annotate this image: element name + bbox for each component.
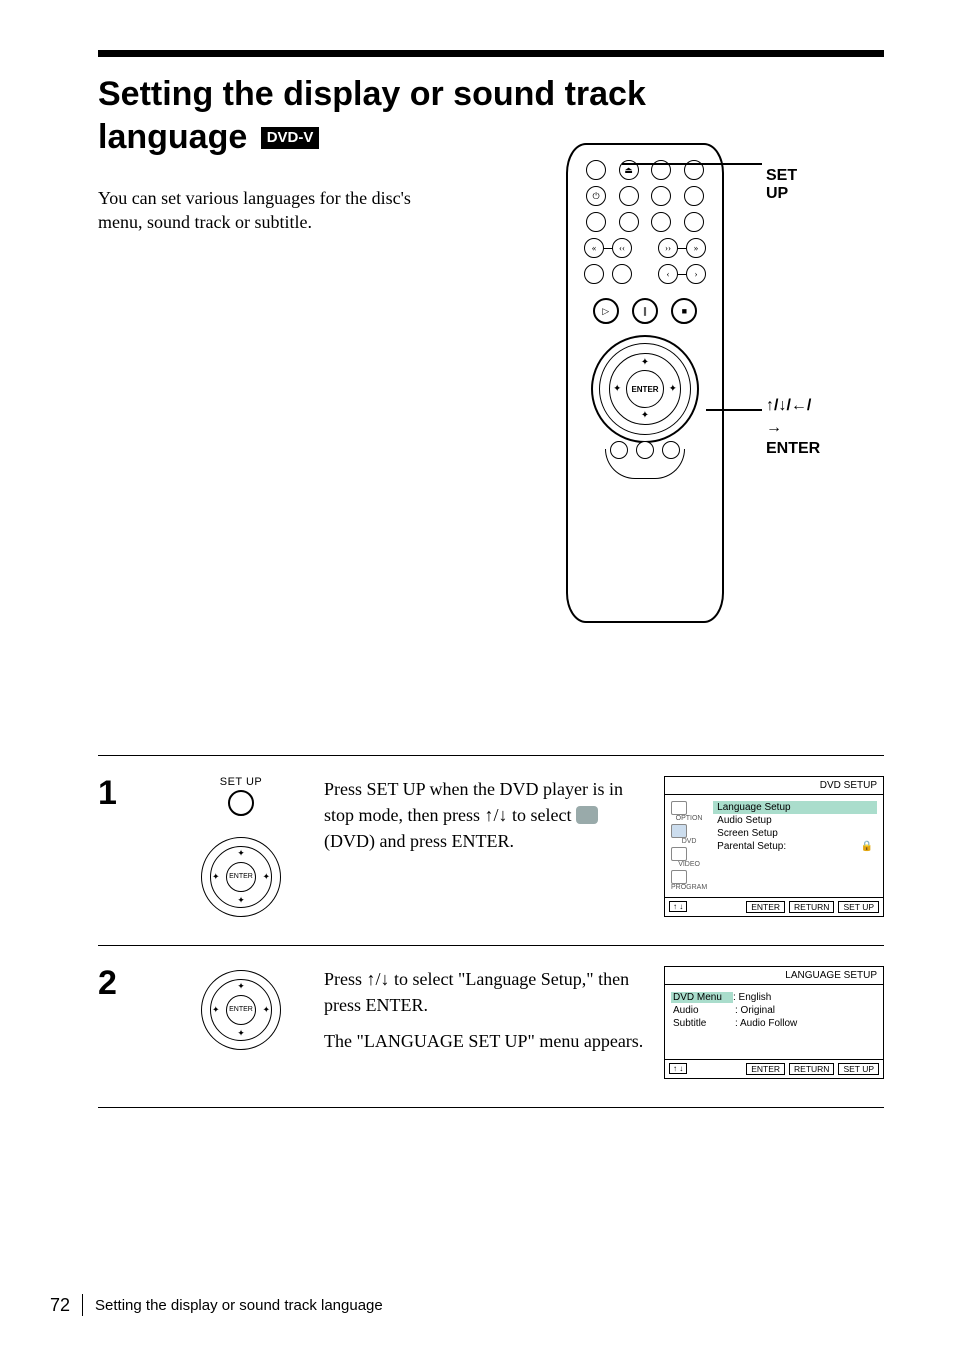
osd-row: DVD Menu: English — [671, 991, 877, 1004]
running-title: Setting the display or sound track langu… — [95, 1297, 383, 1314]
osd-item: Language Setup — [713, 801, 877, 814]
ffwd-icon: » — [686, 238, 706, 258]
remote-btn — [662, 441, 680, 459]
osd-title: LANGUAGE SETUP — [665, 967, 883, 985]
osd-tab-program-icon — [671, 870, 687, 884]
dpad-left-icon: ✦ — [212, 1004, 220, 1015]
dpad-left-icon: ✦ — [212, 871, 220, 882]
remote-btn — [636, 441, 654, 459]
step-fwd-icon: › — [686, 264, 706, 284]
lock-icon: 🔒 — [861, 841, 873, 852]
dpad-up-icon: ✦ — [237, 848, 245, 859]
dpad-up-icon: ✦ — [641, 357, 649, 368]
osd-return-btn: RETURN — [789, 1063, 834, 1075]
step-1: 1 SET UP ENTER ✦ ✦ ✦ ✦ Press SET UP when… — [98, 756, 884, 945]
setup-label: SET UP — [176, 776, 306, 788]
intro-text: You can set various languages for the di… — [98, 186, 458, 235]
callout-line — [622, 163, 762, 165]
next-icon: ›› — [658, 238, 678, 258]
stop-icon: ■ — [671, 298, 697, 324]
osd-row: Audio: Original — [671, 1004, 877, 1017]
osd-setup-btn: SET UP — [838, 901, 879, 913]
osd-tab-option: OPTION — [676, 815, 703, 822]
dpad-right-icon: ✦ — [669, 384, 677, 395]
remote-btn — [586, 212, 606, 232]
arrows-callout: ↑/↓/←/→ — [766, 397, 811, 436]
step-1-text: Press SET UP when the DVD player is in s… — [324, 776, 646, 854]
sub-wheel — [605, 449, 685, 479]
step-2-text-2: The "LANGUAGE SET UP" menu appears. — [324, 1028, 646, 1054]
osd-return-btn: RETURN — [789, 901, 834, 913]
osd-tab-dvd: DVD — [682, 838, 697, 845]
dpad-left-icon: ✦ — [613, 384, 621, 395]
osd-tab-program: PROGRAM — [671, 884, 707, 891]
step-number: 2 — [98, 966, 158, 1000]
dvd-v-badge: DVD-V — [261, 127, 320, 150]
heading-line-2: language — [98, 118, 247, 156]
heading-line-1: Setting the display or sound track — [98, 75, 646, 113]
dpad-down-icon: ✦ — [641, 410, 649, 421]
page-number: 72 — [50, 1295, 70, 1316]
osd-item: Parental Setup:🔒 — [713, 840, 877, 853]
heading-rule — [98, 50, 884, 57]
remote-btn — [586, 160, 606, 180]
remote-btn — [684, 212, 704, 232]
play-icon: ▷ — [593, 298, 619, 324]
dpad-down-icon: ✦ — [237, 1028, 245, 1039]
setup-button-icon — [228, 790, 254, 816]
dpad-right-icon: ✦ — [262, 871, 270, 882]
step-1-text-b: (DVD) and press ENTER. — [324, 831, 514, 851]
updown-icon: ↑ ↓ — [669, 901, 687, 912]
osd-enter-btn: ENTER — [746, 1063, 785, 1075]
remote-btn — [610, 441, 628, 459]
remote-btn — [619, 186, 639, 206]
osd-tab-option-icon — [671, 801, 687, 815]
osd-title: DVD SETUP — [665, 777, 883, 795]
step-2-text: Press ↑/↓ to select "Language Setup," th… — [324, 966, 646, 1018]
section-heading: Setting the display or sound track langu… — [98, 73, 884, 158]
footer-divider — [82, 1294, 83, 1316]
remote-illustration: ⏏ ⏻ — [566, 143, 724, 623]
osd-enter-btn: ENTER — [746, 901, 785, 913]
step-number: 1 — [98, 776, 158, 810]
dvd-tab-icon — [576, 806, 598, 824]
remote-btn — [651, 186, 671, 206]
osd-item: Screen Setup — [713, 827, 877, 840]
osd-tab-video: VIDEO — [678, 861, 700, 868]
dpad-up-icon: ✦ — [237, 981, 245, 992]
dpad-wheel: ENTER ✦ ✦ ✦ ✦ — [591, 335, 699, 443]
step-back-icon: ‹ — [658, 264, 678, 284]
rewind-icon: « — [584, 238, 604, 258]
remote-outline: ⏏ ⏻ — [566, 143, 724, 623]
step-divider — [98, 1107, 884, 1108]
osd-setup-btn: SET UP — [838, 1063, 879, 1075]
dpad-right-icon: ✦ — [262, 1004, 270, 1015]
osd-tab-dvd-icon — [671, 824, 687, 838]
enter-button-icon: ENTER — [226, 995, 256, 1025]
dpad-wheel-icon: ENTER ✦ ✦ ✦ ✦ — [201, 970, 281, 1050]
updown-icon: ↑ ↓ — [669, 1063, 687, 1074]
setup-callout: SET UP — [766, 167, 797, 203]
osd-language-setup: LANGUAGE SETUP DVD Menu: English Audio: … — [664, 966, 884, 1079]
remote-power-icon: ⏻ — [586, 186, 606, 206]
osd-dvd-setup: DVD SETUP OPTION DVD VIDEO PROGRAM Langu… — [664, 776, 884, 917]
callout-line — [706, 409, 762, 411]
enter-callout: ENTER — [766, 440, 820, 457]
dpad-wheel-icon: ENTER ✦ ✦ ✦ ✦ — [201, 837, 281, 917]
osd-item: Audio Setup — [713, 814, 877, 827]
page-footer: 72 Setting the display or sound track la… — [50, 1294, 383, 1316]
remote-btn — [684, 186, 704, 206]
prev-icon: ‹‹ — [612, 238, 632, 258]
osd-row: Subtitle: Audio Follow — [671, 1017, 877, 1030]
remote-btn — [651, 212, 671, 232]
dpad-down-icon: ✦ — [237, 895, 245, 906]
remote-btn — [584, 264, 604, 284]
remote-btn — [619, 212, 639, 232]
osd-tab-video-icon — [671, 847, 687, 861]
remote-btn — [612, 264, 632, 284]
enter-button-icon: ENTER — [226, 862, 256, 892]
pause-icon: ∥ — [632, 298, 658, 324]
step-2: 2 ENTER ✦ ✦ ✦ ✦ Press ↑/↓ to select "Lan… — [98, 946, 884, 1107]
